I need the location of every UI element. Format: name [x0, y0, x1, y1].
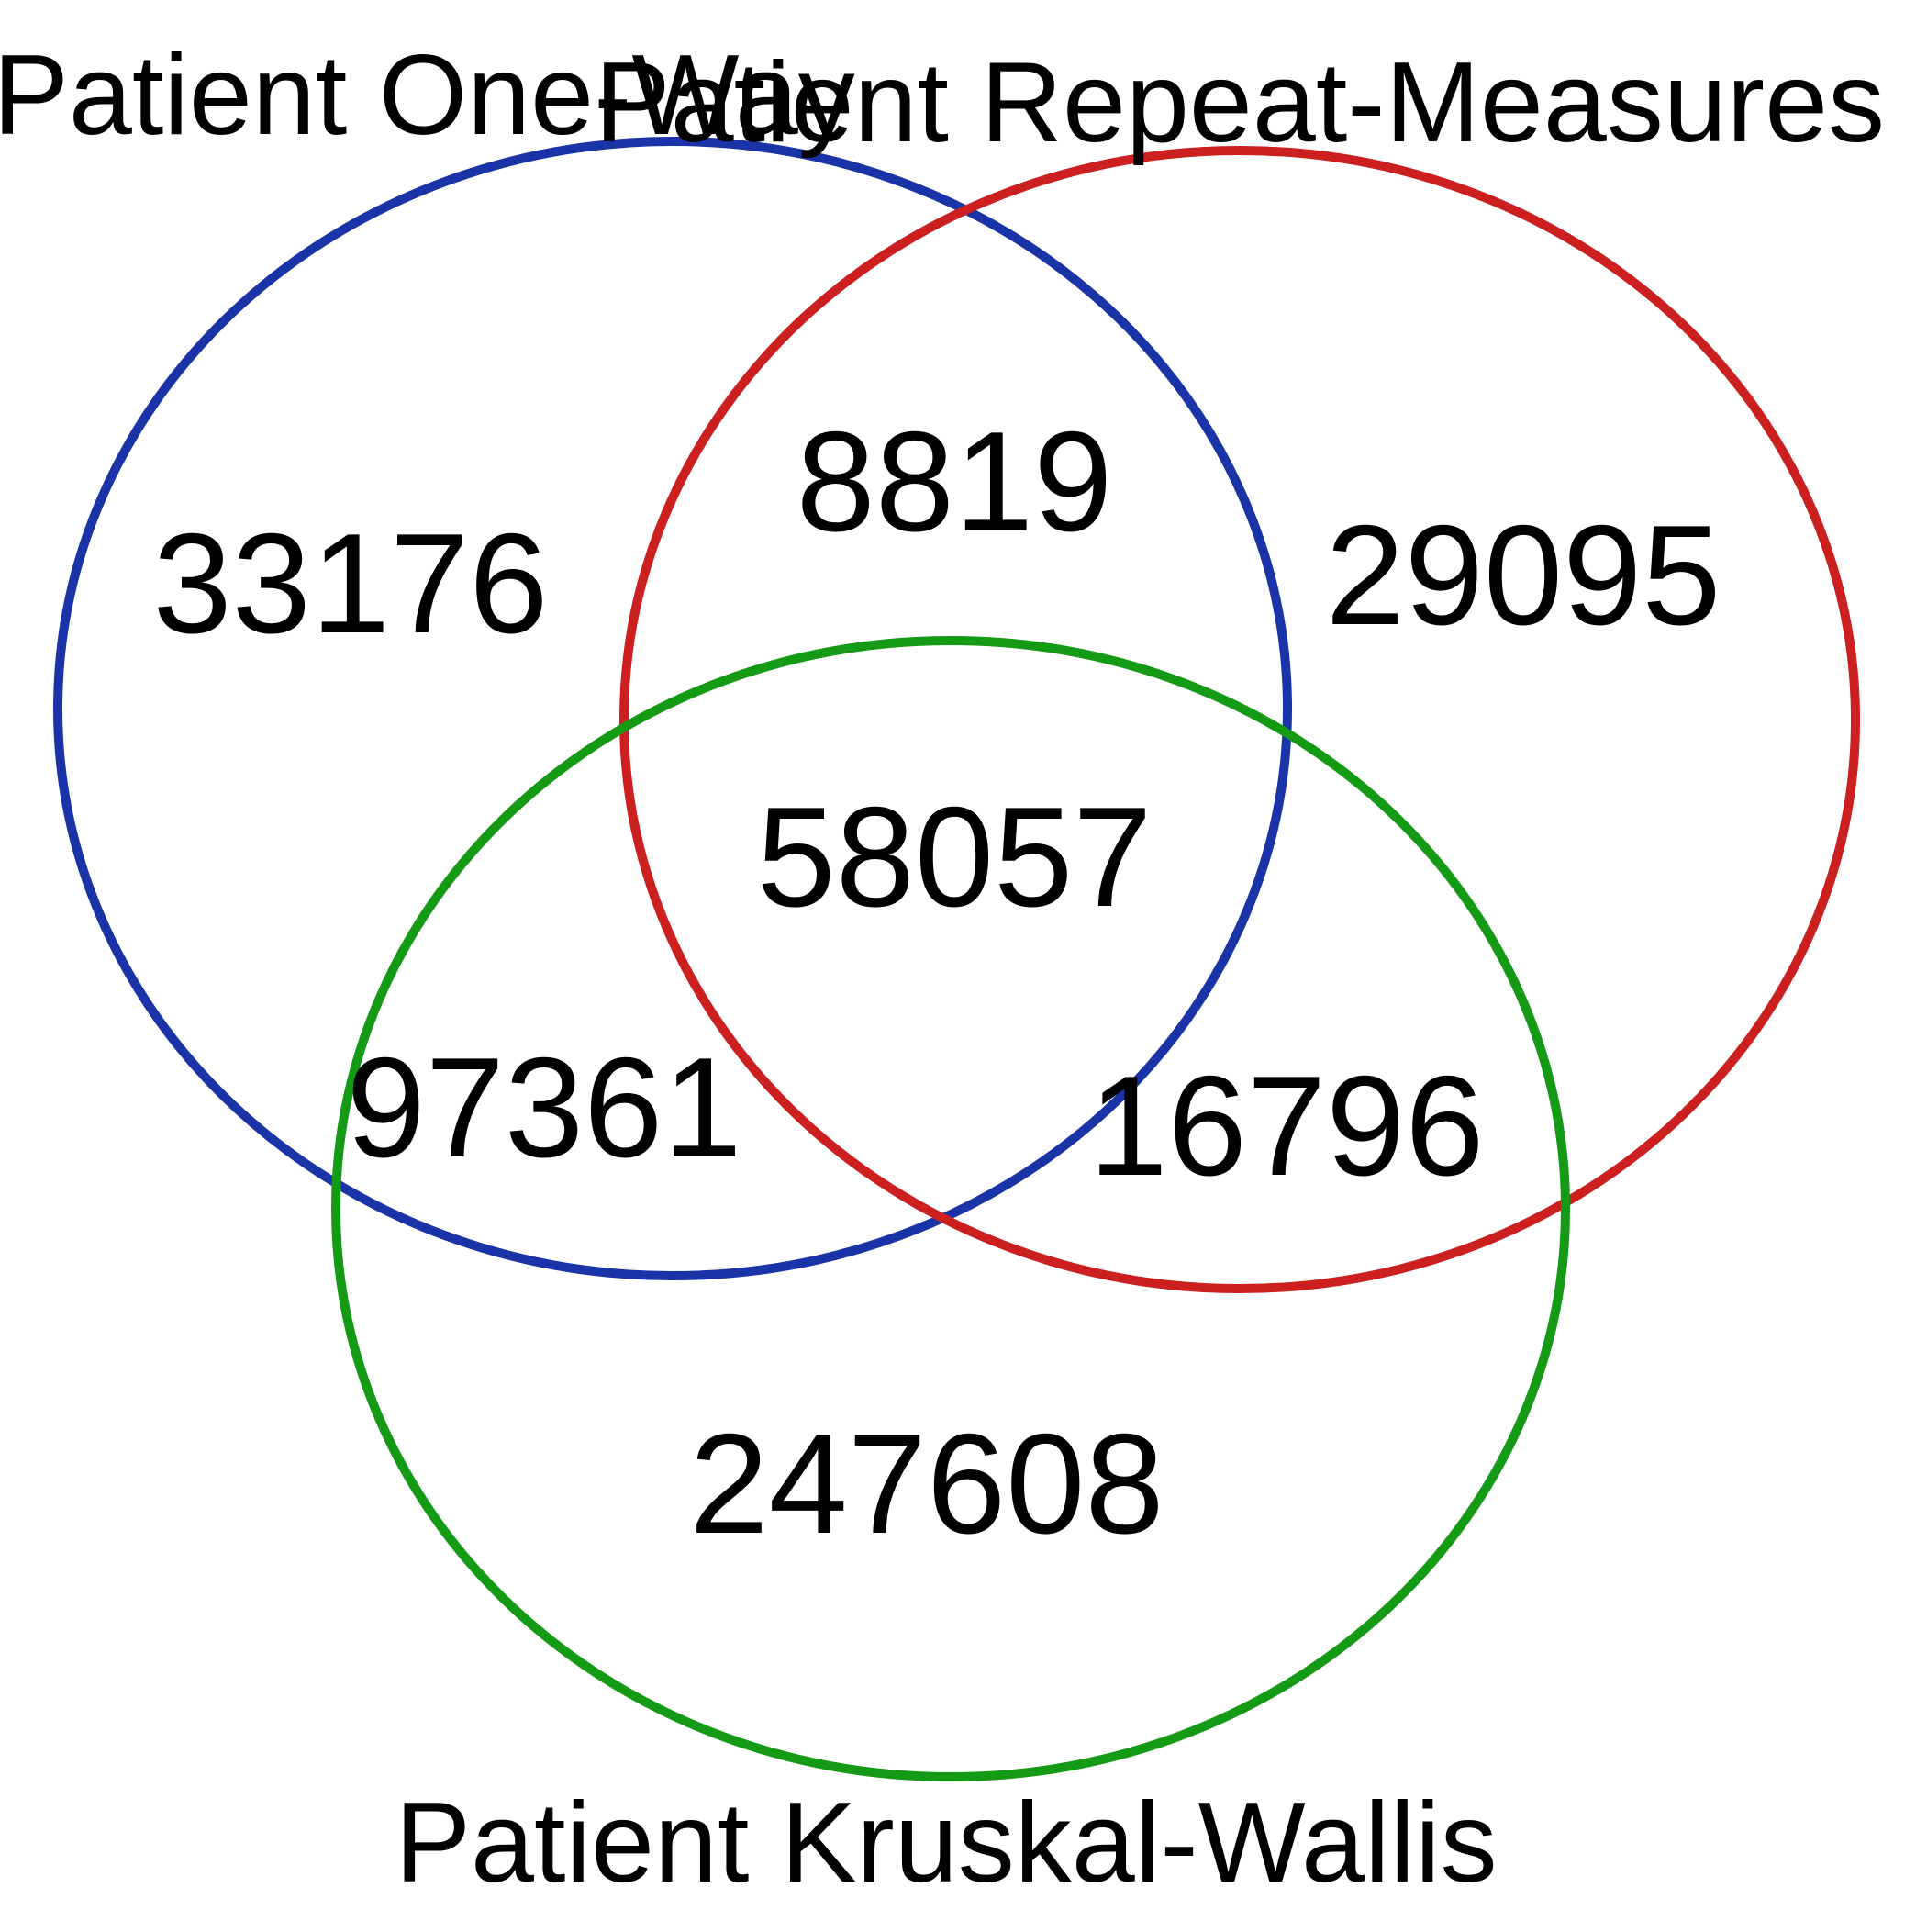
count-repeat-measures-only: 29095 [1325, 496, 1721, 654]
set-one-way-ellipse [53, 137, 1292, 1280]
set-repeat-measures-ellipse [619, 146, 1860, 1293]
set-kruskal-wallis-ellipse [331, 636, 1570, 1781]
set-label-repeat-measures: Patient Repeat-Measures [595, 39, 1885, 166]
count-one-way-only: 33176 [152, 504, 548, 663]
count-one-way-and-kruskal-wallis: 97361 [346, 1028, 741, 1187]
count-repeat-measures-and-kruskal-wallis: 16796 [1088, 1046, 1484, 1205]
count-all-three: 58057 [756, 777, 1152, 936]
count-one-way-and-repeat-measures: 8819 [796, 402, 1113, 561]
set-label-one-way: Patient One-Way [0, 32, 855, 159]
set-label-kruskal-wallis: Patient Kruskal-Wallis [395, 1780, 1497, 1906]
count-kruskal-wallis-only: 247608 [689, 1404, 1164, 1563]
